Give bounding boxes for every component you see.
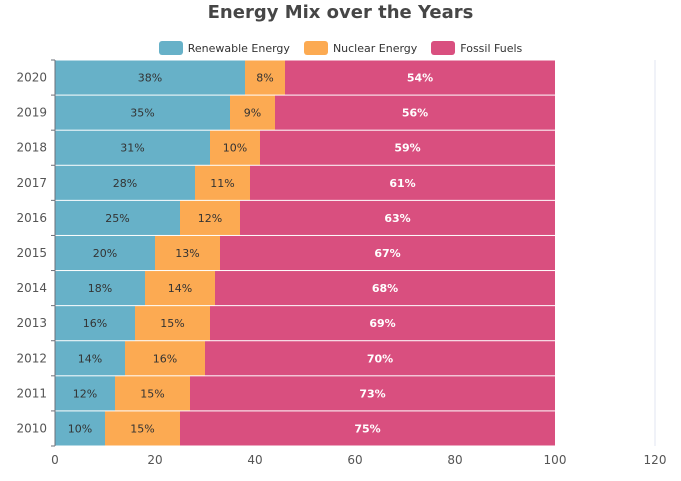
bar-fossil-fuels-2012[interactable] [205, 341, 555, 376]
bar-nuclear-energy-2014[interactable] [145, 271, 215, 306]
data-label: 14% [168, 282, 192, 295]
data-label: 75% [354, 422, 380, 435]
bar-renewable-energy-2018[interactable] [55, 130, 210, 165]
data-label: 10% [68, 422, 92, 435]
y-tick-label: 2010 [16, 421, 47, 435]
data-label: 15% [130, 422, 154, 435]
data-label: 8% [256, 72, 273, 85]
bar-renewable-energy-2014[interactable] [55, 271, 145, 306]
data-label: 61% [389, 177, 415, 190]
bar-nuclear-energy-2018[interactable] [210, 130, 260, 165]
legend-item-renewable[interactable]: Renewable Energy [158, 41, 290, 55]
data-label: 67% [374, 247, 400, 260]
data-label: 73% [359, 387, 385, 400]
data-label: 12% [73, 387, 97, 400]
bar-nuclear-energy-2015[interactable] [155, 235, 220, 271]
data-label: 28% [113, 177, 137, 190]
data-label: 16% [153, 352, 177, 365]
y-tick-label: 2012 [16, 351, 47, 365]
x-tick-label: 0 [51, 453, 59, 467]
data-label: 15% [160, 317, 184, 330]
legend-swatch-renewable [158, 41, 183, 55]
data-label: 70% [367, 352, 393, 365]
data-label: 15% [140, 387, 164, 400]
bar-fossil-fuels-2017[interactable] [250, 165, 555, 200]
y-tick-label: 2016 [16, 211, 47, 225]
data-label: 35% [130, 107, 154, 120]
legend-label-nuclear: Nuclear Energy [332, 41, 418, 55]
bar-nuclear-energy-2013[interactable] [135, 306, 210, 341]
y-tick-label: 2017 [16, 176, 47, 190]
legend: Renewable Energy Nuclear Energy Fossil F… [0, 41, 681, 55]
data-label: 12% [198, 212, 222, 225]
bar-nuclear-energy-2010[interactable] [105, 411, 180, 446]
x-tick-label: 120 [644, 453, 667, 467]
bar-fossil-fuels-2013[interactable] [210, 306, 555, 341]
y-tick-label: 2015 [16, 246, 47, 260]
data-label: 16% [83, 317, 107, 330]
bar-nuclear-energy-2011[interactable] [115, 376, 190, 411]
legend-label-renewable: Renewable Energy [187, 41, 290, 55]
x-tick-label: 100 [544, 453, 567, 467]
data-label: 68% [372, 282, 398, 295]
bar-renewable-energy-2010[interactable] [55, 411, 105, 446]
bar-renewable-energy-2012[interactable] [55, 341, 125, 376]
bar-renewable-energy-2015[interactable] [55, 235, 155, 271]
y-tick-label: 2011 [16, 386, 47, 400]
legend-label-fossil: Fossil Fuels [460, 41, 523, 55]
data-label: 31% [120, 142, 144, 155]
bar-fossil-fuels-2014[interactable] [215, 271, 555, 306]
y-tick-label: 2020 [16, 71, 47, 85]
data-label: 54% [407, 72, 433, 85]
data-label: 25% [105, 212, 129, 225]
data-label: 69% [369, 317, 395, 330]
legend-item-nuclear[interactable]: Nuclear Energy [303, 41, 418, 55]
bar-renewable-energy-2016[interactable] [55, 200, 180, 235]
y-tick-label: 2014 [16, 281, 47, 295]
legend-item-fossil[interactable]: Fossil Fuels [431, 41, 522, 55]
y-tick-label: 2013 [16, 316, 47, 330]
legend-swatch-nuclear [303, 41, 328, 55]
data-label: 20% [93, 247, 117, 260]
legend-swatch-fossil [431, 41, 456, 55]
data-label: 18% [88, 282, 112, 295]
bar-renewable-energy-2011[interactable] [55, 376, 115, 411]
bar-fossil-fuels-2011[interactable] [190, 376, 555, 411]
bar-renewable-energy-2020[interactable] [55, 60, 245, 95]
data-label: 13% [175, 247, 199, 260]
data-label: 59% [394, 142, 420, 155]
data-label: 14% [78, 352, 102, 365]
bar-nuclear-energy-2012[interactable] [125, 341, 205, 376]
data-label: 56% [402, 107, 428, 120]
bar-fossil-fuels-2015[interactable] [220, 235, 555, 271]
bar-nuclear-energy-2016[interactable] [180, 200, 240, 235]
bar-fossil-fuels-2016[interactable] [240, 200, 555, 235]
x-tick-label: 20 [147, 453, 162, 467]
data-label: 38% [138, 72, 162, 85]
y-tick-label: 2019 [16, 106, 47, 120]
data-label: 11% [210, 177, 234, 190]
bar-fossil-fuels-2018[interactable] [260, 130, 555, 165]
bar-renewable-energy-2013[interactable] [55, 306, 135, 341]
bar-fossil-fuels-2019[interactable] [275, 95, 555, 130]
data-label: 10% [223, 142, 247, 155]
bar-renewable-energy-2017[interactable] [55, 165, 195, 200]
x-tick-label: 40 [247, 453, 262, 467]
chart-title: Energy Mix over the Years [207, 2, 474, 23]
bar-renewable-energy-2019[interactable] [55, 95, 230, 130]
bar-nuclear-energy-2017[interactable] [195, 165, 250, 200]
data-label: 63% [384, 212, 410, 225]
bar-nuclear-energy-2020[interactable] [245, 60, 285, 95]
data-label: 9% [244, 107, 261, 120]
x-tick-label: 60 [347, 453, 362, 467]
y-tick-label: 2018 [16, 141, 47, 155]
bar-nuclear-energy-2019[interactable] [230, 95, 275, 130]
bar-fossil-fuels-2020[interactable] [285, 60, 555, 95]
bar-fossil-fuels-2010[interactable] [180, 411, 555, 446]
x-tick-label: 80 [447, 453, 462, 467]
